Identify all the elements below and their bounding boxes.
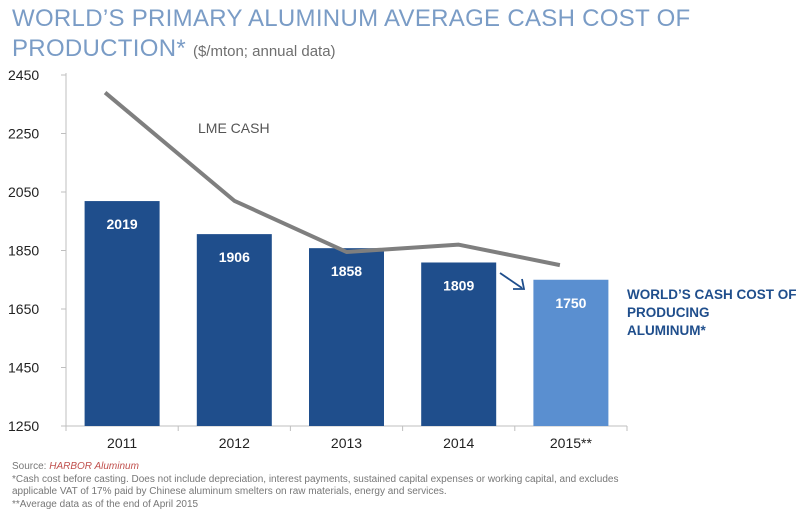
callout-line-1: WORLD’S CASH COST OF (627, 287, 797, 302)
lme-cash-line (103, 91, 561, 268)
footnote-1: *Cash cost before casting. Does not incl… (12, 473, 619, 485)
source-note: Source: HARBOR Aluminum (12, 461, 792, 474)
bar-series (84, 201, 609, 426)
bar (196, 234, 272, 426)
bar-value-label: 1750 (555, 295, 586, 311)
y-tick-label: 1250 (8, 418, 39, 434)
bar (84, 201, 160, 426)
bar-value-label: 1906 (219, 249, 250, 265)
bar (421, 262, 497, 426)
chart-labels: 2019 1906 1858 1809 1750 LME CASH (107, 120, 587, 311)
y-tick-label: 2050 (8, 184, 39, 200)
line-series-label: LME CASH (198, 120, 270, 136)
y-tick-label: 1650 (8, 301, 39, 317)
bar-value-label: 1858 (331, 263, 362, 279)
title-unit: ($/mton; annual data) (192, 43, 336, 60)
x-tick-label: 2013 (331, 435, 362, 451)
x-tick-label: 2012 (219, 435, 250, 451)
x-tick-label: 2015** (550, 435, 593, 451)
footnote-3: **Average data as of the end of April 20… (12, 498, 199, 510)
footnotes: Source: HARBOR Aluminum *Cash cost befor… (12, 461, 792, 511)
bar (533, 279, 609, 426)
source-name: HARBOR Aluminum (49, 461, 139, 472)
bar-value-label: 1809 (443, 277, 474, 293)
source-prefix: Source: (12, 461, 50, 472)
title-line-2-text: PRODUCTION* (12, 35, 186, 62)
bar (309, 248, 384, 426)
chart-axes: 1250 1450 1650 1850 2050 2250 2450 2011 2012 2013… (8, 67, 628, 451)
chart-title: WORLD’S PRIMARY ALUMINUM AVERAGE CASH CO… (12, 4, 712, 67)
callout-arrow-shaft (499, 272, 523, 289)
bar-series-callout: WORLD’S CASH COST OF PRODUCING ALUMINUM* (627, 286, 797, 340)
title-line-1: WORLD’S PRIMARY ALUMINUM AVERAGE CASH CO… (12, 5, 691, 32)
y-tick-label: 1850 (8, 243, 39, 259)
title-line-2: PRODUCTION* ($/mton; annual data) (12, 34, 712, 67)
y-tick-label: 2250 (8, 126, 39, 142)
x-tick-label: 2014 (443, 435, 474, 451)
callout-line-2: PRODUCING (627, 305, 710, 320)
callout-line-3: ALUMINUM* (627, 323, 706, 338)
y-tick-label: 2450 (8, 67, 39, 83)
x-tick-label: 2011 (107, 435, 137, 451)
footnote-2: applicable VAT of 17% paid by Chinese al… (12, 486, 447, 497)
bar-value-label: 2019 (107, 216, 138, 232)
line-series (103, 91, 561, 268)
y-tick-label: 1450 (8, 360, 39, 376)
callout-arrow-head (513, 278, 526, 290)
